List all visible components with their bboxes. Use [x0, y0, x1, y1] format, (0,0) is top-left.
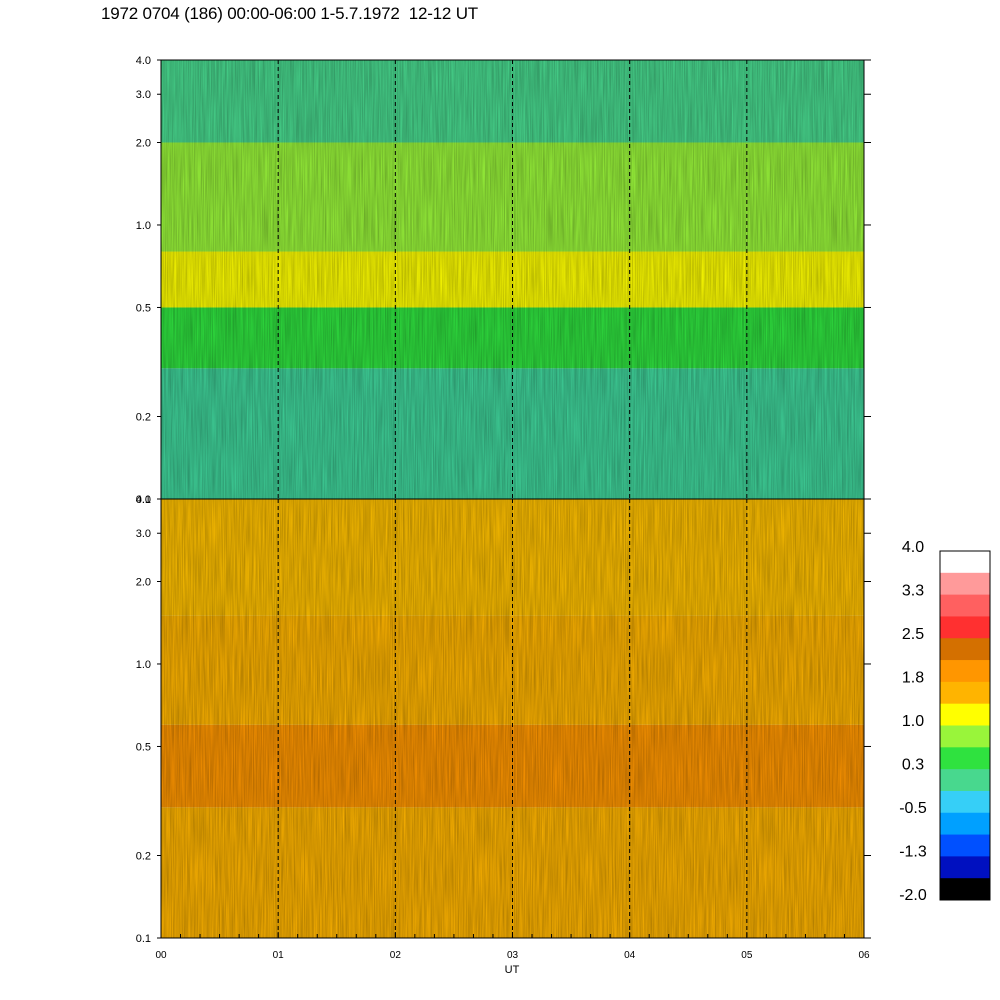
colorbar-swatch — [940, 747, 990, 770]
chart-title: 1972 0704 (186) 00:00-06:00 1-5.7.1972 1… — [101, 4, 478, 23]
y-tick-label: 1.0 — [136, 659, 151, 671]
colorbar-swatch — [940, 572, 990, 596]
lower-spectrogram-panel: 0.1 0.2 0.5 1.0 2.0 3.0 4.0 — [136, 494, 871, 945]
x-axis-label: UT — [505, 964, 520, 976]
colorbar-label: 1.0 — [902, 713, 924, 730]
y-tick-label: 0.5 — [136, 741, 151, 753]
colorbar-swatch — [940, 812, 990, 836]
colorbar-swatch — [940, 790, 990, 814]
y-tick-label: 2.0 — [136, 137, 151, 149]
colorbar-swatch — [940, 616, 990, 639]
colorbar-swatch — [940, 660, 990, 683]
colorbar-label: -1.3 — [899, 844, 927, 861]
x-tick-label: 05 — [741, 950, 753, 961]
x-tick-label: 04 — [624, 950, 636, 961]
colorbar-swatch — [940, 551, 990, 574]
y-tick-label: 0.5 — [136, 302, 151, 314]
colorbar-label: 1.8 — [902, 670, 924, 687]
x-axis: 00 01 02 03 04 05 06 — [155, 932, 870, 961]
y-tick-label: 0.1 — [136, 494, 151, 506]
colorbar: 4.0 3.3 2.5 1.8 1.0 0.3 -0.5 -1.3 -2.0 — [899, 539, 991, 904]
y-tick-label: 1.0 — [136, 220, 151, 232]
x-tick-label: 03 — [507, 950, 519, 961]
y-tick-label: 0.1 — [136, 933, 151, 945]
colorbar-label: 2.5 — [902, 626, 924, 643]
colorbar-swatch — [940, 703, 990, 726]
colorbar-swatch — [940, 769, 990, 792]
y-tick-label: 3.0 — [136, 528, 151, 540]
colorbar-swatch — [940, 725, 990, 748]
colorbar-frame — [939, 550, 991, 901]
colorbar-swatch — [940, 878, 990, 901]
y-tick-label: 4.0 — [136, 494, 151, 506]
x-tick-label: 01 — [273, 950, 285, 961]
y-tick-label: 2.0 — [136, 576, 151, 588]
x-tick-label: 00 — [155, 950, 167, 961]
colorbar-label: 0.3 — [902, 757, 924, 774]
y-tick-label: 0.2 — [136, 851, 151, 863]
colorbar-swatch — [940, 856, 990, 879]
colorbar-label: -0.5 — [899, 800, 927, 817]
y-tick-label: 0.2 — [136, 412, 151, 424]
colorbar-swatch — [940, 681, 990, 705]
colorbar-label: 4.0 — [902, 539, 924, 556]
colorbar-swatch — [940, 834, 990, 857]
colorbar-label: -2.0 — [899, 887, 927, 904]
upper-spectrogram-panel: 0.1 0.2 0.5 1.0 2.0 3.0 4.0 — [136, 55, 871, 506]
colorbar-swatch — [940, 594, 990, 617]
y-tick-label: 3.0 — [136, 89, 151, 101]
y-tick-label: 4.0 — [136, 55, 151, 67]
colorbar-label: 3.3 — [902, 583, 924, 600]
x-tick-label: 02 — [390, 950, 402, 961]
x-tick-label: 06 — [858, 950, 870, 961]
colorbar-swatch — [940, 638, 990, 661]
